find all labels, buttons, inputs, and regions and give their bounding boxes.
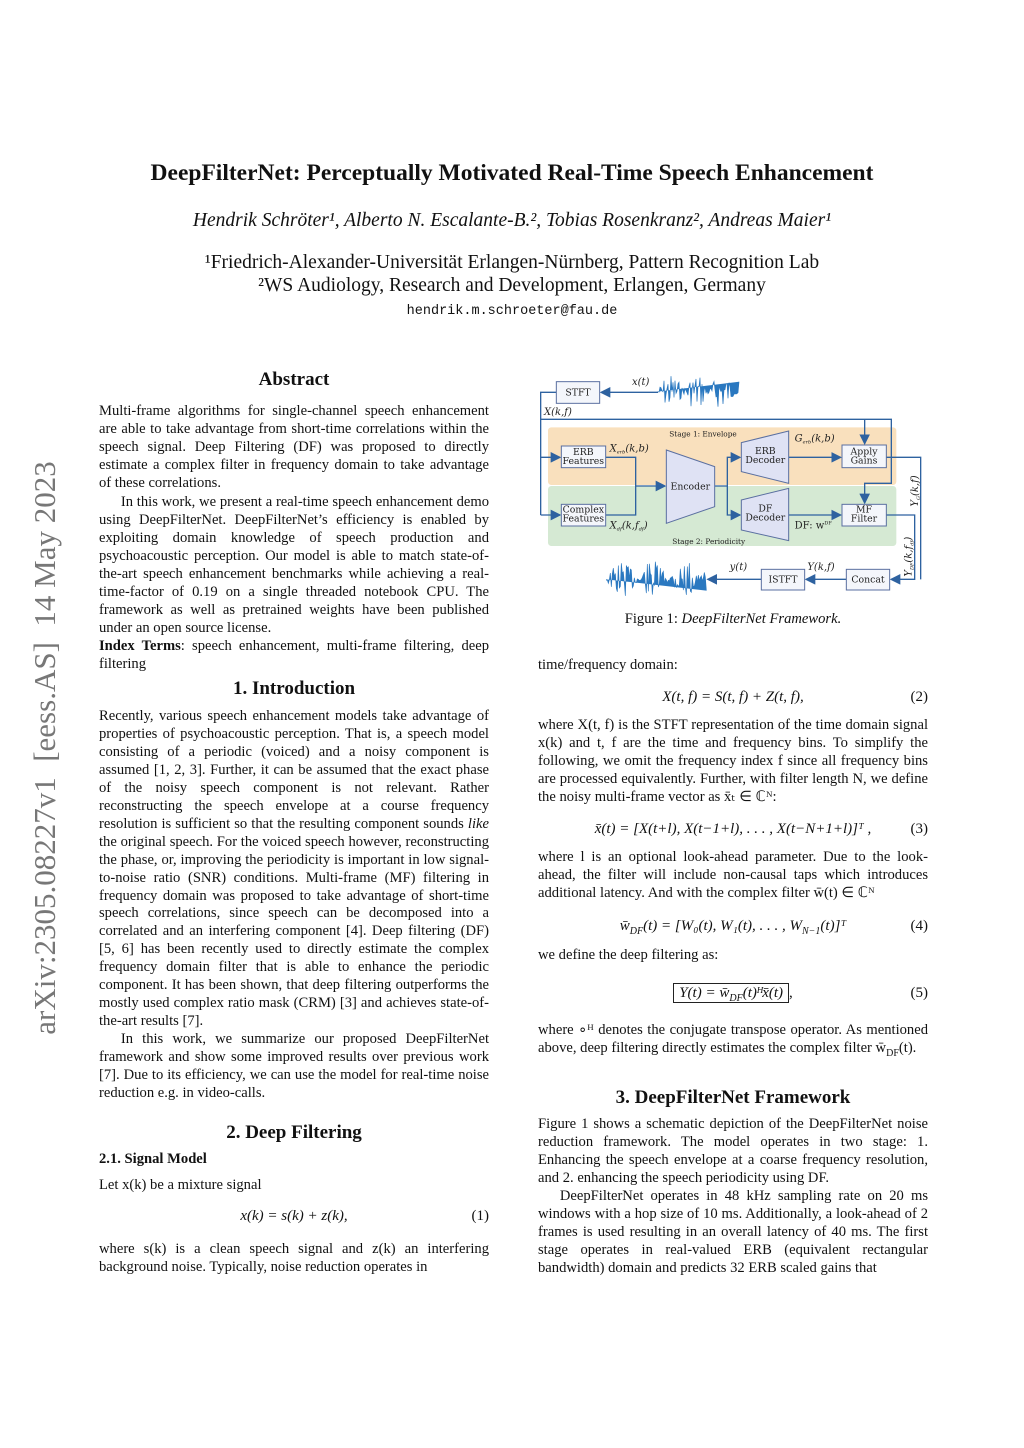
df-decoder-label-2: Decoder — [745, 513, 785, 524]
stft-label: STFT — [565, 387, 591, 398]
mf-filter-label-1: MF — [856, 505, 873, 516]
paper-title: DeepFilterNet: Perceptually Motivated Re… — [150, 160, 874, 186]
affiliation-2: ²WS Audiology, Research and Development,… — [258, 275, 766, 296]
index-terms-text: : speech enhancement, multi-frame filter… — [99, 638, 489, 672]
erb-features-label-1: ERB — [573, 447, 594, 458]
df-output-label: YDF(k,fdf) — [903, 537, 915, 577]
index-terms: Index Terms: speech enhancement, multi-f… — [99, 638, 489, 674]
framework-diagram: STFT ERB Features Complex Features Encod… — [540, 376, 922, 596]
erb-gains-label: Gerb(k,b) — [795, 434, 835, 446]
apply-gains-label-1: Apply — [850, 446, 879, 457]
arxiv-sidebar-id: arXiv:2305.08227v1 [eess.AS] 14 May 2023 — [27, 461, 62, 1035]
introduction-heading: 1. Introduction — [232, 678, 356, 699]
istft-block — [760, 568, 806, 591]
concat-block — [845, 568, 891, 591]
index-terms-label: Index Terms — [99, 638, 181, 654]
equation-4-number: (4) — [910, 918, 929, 934]
equation-3-number: (3) — [910, 821, 929, 837]
equation-5-body: Y(t) = w̄DF(t)ᴴx̄(t), — [538, 983, 928, 1004]
equation-2-body: X(t, f) = S(t, f) + Z(t, f), — [662, 689, 804, 705]
abstract-paragraph-1: Multi-frame algorithms for single-channe… — [99, 403, 489, 491]
equation-2-number: (2) — [910, 689, 929, 705]
stft-block — [555, 381, 601, 404]
stft-output-label: X(k,f) — [543, 407, 572, 418]
equation-5-number: (5) — [910, 985, 929, 1001]
output-waveform — [606, 561, 707, 596]
input-signal-label: x(t) — [632, 377, 650, 388]
caption-text: DeepFilterNet Framework. — [681, 611, 842, 627]
abstract-paragraph-2: In this work, we present a real-time spe… — [99, 494, 489, 636]
equation-1-number: (1) — [471, 1208, 490, 1224]
erb-decoder-label-2: Decoder — [745, 455, 785, 466]
framework-heading: 3. DeepFilterNet Framework — [615, 1087, 851, 1108]
signal-model-subheading: 2.1. Signal Model — [99, 1151, 207, 1167]
complex-features-label-1: Complex — [563, 505, 605, 516]
stft-paragraph: where X(t, f) is the STFT representation… — [538, 717, 928, 805]
introduction-paragraph-2: In this work, we summarize our proposed … — [99, 1031, 489, 1101]
complex-features-label-2: Features — [563, 514, 605, 525]
encoder-label: Encoder — [671, 481, 711, 492]
mf-filter-label-2: Filter — [851, 514, 878, 525]
equation-3-body: x̄(t) = [X(t+l), X(t−1+l), . . . , X(t−N… — [594, 821, 872, 837]
caption-label: Figure 1: — [624, 611, 682, 627]
df-coefficients-label: DF: wDF — [795, 520, 833, 531]
erb-features-label-2: Features — [563, 456, 605, 467]
affiliation-1: ¹Friedrich-Alexander-Universität Erlange… — [204, 252, 820, 273]
erb-decoder-block — [740, 430, 790, 484]
stage1-label: Stage 1: Envelope — [669, 430, 736, 439]
gains-output-label: YG(k,f) — [910, 475, 922, 506]
input-waveform — [657, 376, 740, 407]
equation-5-box: Y(t) = w̄DF(t)ᴴx̄(t) — [673, 983, 790, 1004]
mixture-sentence: Let x(k) be a mixture signal — [99, 1177, 262, 1193]
conjugate-paragraph: where ∘ᴴ denotes the conjugate transpose… — [538, 1022, 928, 1059]
istft-label: ISTFT — [769, 575, 799, 586]
define-sentence: we define the deep filtering as: — [538, 947, 719, 963]
concat-label: Concat — [851, 575, 885, 586]
apply-gains-block — [841, 444, 887, 469]
complex-features-output-label: Xdf(k,fdf) — [609, 520, 648, 532]
mf-filter-block — [841, 503, 887, 527]
equation-1-body: x(k) = s(k) + z(k), — [240, 1208, 348, 1224]
deep-filtering-heading: 2. Deep Filtering — [226, 1122, 362, 1143]
author-email: hendrik.m.schroeter@fau.de — [406, 304, 618, 319]
tf-domain-sentence: time/frequency domain: — [538, 657, 678, 673]
apply-gains-label-2: Gains — [851, 455, 878, 466]
intro-text-b: the original speech. For the voiced spee… — [99, 833, 489, 1030]
framework-paragraph-1: Figure 1 shows a schematic depiction of … — [538, 1116, 928, 1186]
erb-decoder-label-1: ERB — [755, 446, 776, 457]
intro-text-italic: like — [467, 815, 489, 832]
authors: Hendrik Schröter¹, Alberto N. Escalante-… — [192, 210, 832, 231]
stage2-label: Stage 2: Periodicity — [672, 537, 746, 546]
complex-features-block — [560, 503, 607, 527]
abstract-heading: Abstract — [258, 369, 330, 390]
framework-paragraph-2: DeepFilterNet operates in 48 kHz samplin… — [538, 1188, 928, 1276]
df-decoder-block — [740, 487, 790, 542]
noise-paragraph: where s(k) is a clean speech signal and … — [99, 1241, 489, 1275]
erb-features-block — [560, 445, 607, 469]
concat-output-label: Y(k,f) — [807, 562, 834, 573]
lookahead-paragraph: where l is an optional look-ahead parame… — [538, 849, 928, 901]
output-signal-label: y(t) — [729, 562, 748, 573]
encoder-block — [665, 449, 716, 525]
figure-1-diagram: STFT ERB Features Complex Features Encod… — [538, 370, 928, 600]
df-decoder-label-1: DF — [758, 504, 772, 515]
figure-1-caption: Figure 1: DeepFilterNet Framework. — [538, 611, 928, 628]
intro-text-a: Recently, various speech enhancement mod… — [99, 708, 489, 832]
equation-4-body: w̄DF(t) = [W₀(t), W₁(t), . . . , WN−1(t)… — [619, 918, 847, 937]
erb-features-output-label: Xerb(k,b) — [609, 444, 649, 456]
introduction-paragraph-1: Recently, various speech enhancement mod… — [99, 708, 489, 1031]
